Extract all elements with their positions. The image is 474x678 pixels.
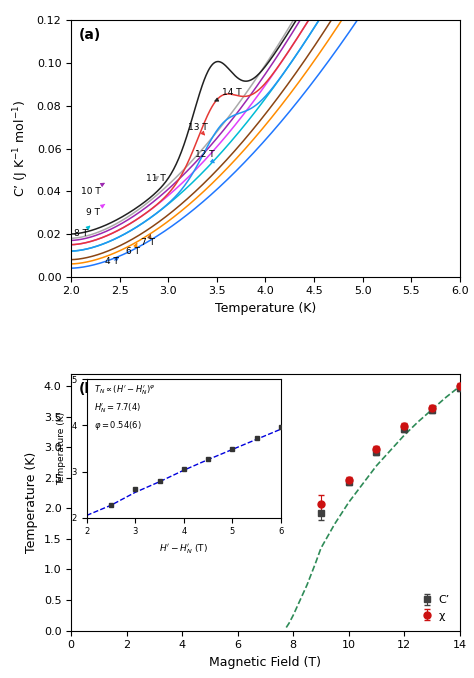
Text: 9 T: 9 T [86, 204, 105, 217]
Text: 4 T: 4 T [105, 257, 119, 266]
Text: 14 T: 14 T [215, 89, 241, 101]
Text: 10 T: 10 T [81, 183, 104, 196]
Legend: C’, χ: C’, χ [416, 591, 454, 625]
Y-axis label: Temperature (K): Temperature (K) [25, 452, 38, 553]
X-axis label: Magnetic Field (T): Magnetic Field (T) [210, 656, 321, 669]
Y-axis label: C’ (J K$^{-1}$ mol$^{-1}$): C’ (J K$^{-1}$ mol$^{-1}$) [11, 100, 31, 197]
Text: (b): (b) [79, 382, 101, 396]
X-axis label: Temperature (K): Temperature (K) [215, 302, 316, 315]
Text: 7 T: 7 T [141, 235, 155, 247]
Text: (a): (a) [79, 28, 101, 42]
Text: 13 T: 13 T [188, 123, 208, 135]
Text: 12 T: 12 T [195, 151, 215, 163]
Text: 11 T: 11 T [146, 174, 166, 183]
Text: 8 T: 8 T [74, 226, 90, 239]
Text: 6 T: 6 T [127, 243, 140, 256]
